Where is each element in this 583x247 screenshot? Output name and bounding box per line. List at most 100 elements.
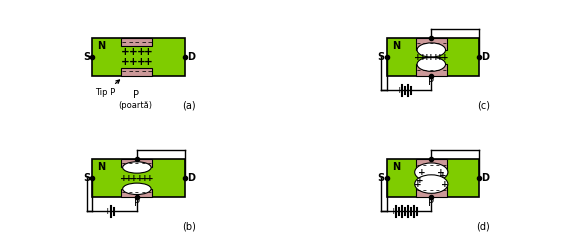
Text: –: –	[442, 186, 446, 195]
Text: P: P	[133, 90, 139, 100]
Bar	[121, 159, 152, 167]
Text: +: +	[145, 47, 153, 57]
Text: +: +	[121, 47, 129, 57]
Text: +: +	[389, 207, 396, 216]
Text: N: N	[97, 41, 106, 50]
Text: –: –	[135, 159, 139, 168]
Text: +: +	[437, 168, 445, 177]
Ellipse shape	[415, 163, 448, 182]
Text: (b): (b)	[182, 222, 196, 232]
Bar	[121, 189, 152, 197]
Text: –: –	[141, 38, 146, 47]
Text: +: +	[121, 57, 129, 67]
Text: –: –	[416, 40, 420, 49]
Bar	[387, 159, 479, 197]
Text: –: –	[147, 38, 152, 47]
Text: –: –	[148, 188, 152, 197]
Text: +: +	[141, 174, 149, 183]
Text: N: N	[97, 162, 106, 171]
Text: +: +	[440, 171, 447, 180]
Text: +: +	[120, 174, 128, 183]
Text: –: –	[128, 188, 132, 197]
Text: –: –	[122, 159, 126, 168]
Text: S: S	[83, 173, 90, 183]
Ellipse shape	[417, 43, 445, 57]
Text: –: –	[436, 161, 440, 170]
Bar	[387, 38, 479, 76]
Text: +: +	[418, 168, 426, 177]
Text: +: +	[416, 176, 423, 185]
Ellipse shape	[122, 162, 151, 173]
Text: +: +	[136, 174, 143, 183]
Text: –: –	[429, 186, 433, 195]
Text: –: –	[442, 66, 446, 75]
Text: –: –	[442, 40, 446, 49]
Text: –: –	[122, 188, 126, 197]
Text: +: +	[415, 53, 422, 62]
Bar	[416, 38, 447, 50]
Text: +: +	[145, 57, 153, 67]
Text: +: +	[129, 57, 138, 67]
Text: +: +	[104, 207, 111, 216]
Text: –: –	[436, 186, 440, 195]
Text: –: –	[142, 188, 145, 197]
Text: P: P	[134, 198, 140, 208]
Text: –: –	[423, 40, 427, 49]
Bar	[416, 159, 447, 172]
Text: +: +	[432, 53, 440, 62]
Text: S: S	[377, 52, 385, 62]
Text: +: +	[441, 180, 449, 188]
Ellipse shape	[417, 57, 445, 71]
Text: +: +	[427, 53, 435, 62]
Text: –: –	[135, 38, 139, 47]
Text: +: +	[423, 53, 431, 62]
Text: –: –	[135, 67, 139, 76]
Bar	[93, 159, 185, 197]
Text: –: –	[423, 66, 427, 75]
Text: P: P	[429, 77, 434, 87]
Text: –: –	[414, 85, 419, 95]
Bar	[416, 184, 447, 197]
Text: S: S	[83, 52, 90, 62]
Text: –: –	[135, 188, 139, 197]
Text: P: P	[429, 198, 434, 208]
Text: –: –	[122, 38, 126, 47]
Text: –: –	[416, 66, 420, 75]
Text: –: –	[148, 159, 152, 168]
Text: +: +	[136, 47, 145, 57]
Text: –: –	[416, 161, 420, 170]
Text: –: –	[147, 67, 152, 76]
Text: –: –	[429, 161, 433, 170]
Text: –: –	[122, 67, 126, 76]
Text: +: +	[136, 57, 145, 67]
Ellipse shape	[415, 175, 448, 193]
Text: –: –	[436, 40, 440, 49]
Text: –: –	[128, 159, 132, 168]
Text: –: –	[128, 67, 132, 76]
Text: (d): (d)	[476, 222, 490, 232]
Text: D: D	[482, 173, 489, 183]
Bar	[416, 64, 447, 76]
Text: +: +	[414, 180, 422, 188]
Text: +: +	[436, 53, 444, 62]
Text: N: N	[392, 41, 400, 50]
Ellipse shape	[122, 183, 151, 194]
Text: +: +	[146, 174, 154, 183]
Text: –: –	[423, 186, 427, 195]
Text: (c): (c)	[477, 101, 490, 111]
Text: (poartă): (poartă)	[119, 101, 153, 110]
Text: +: +	[131, 174, 138, 183]
Bar	[93, 38, 185, 76]
Text: –: –	[117, 206, 122, 216]
Text: –: –	[429, 40, 433, 49]
Text: N: N	[392, 162, 400, 171]
Text: D: D	[187, 173, 195, 183]
Text: –: –	[420, 206, 425, 216]
Text: –: –	[141, 67, 146, 76]
Text: –: –	[416, 186, 420, 195]
Text: (a): (a)	[182, 101, 196, 111]
Text: +: +	[419, 53, 426, 62]
Text: –: –	[436, 66, 440, 75]
Bar	[121, 68, 152, 76]
Text: S: S	[377, 173, 385, 183]
